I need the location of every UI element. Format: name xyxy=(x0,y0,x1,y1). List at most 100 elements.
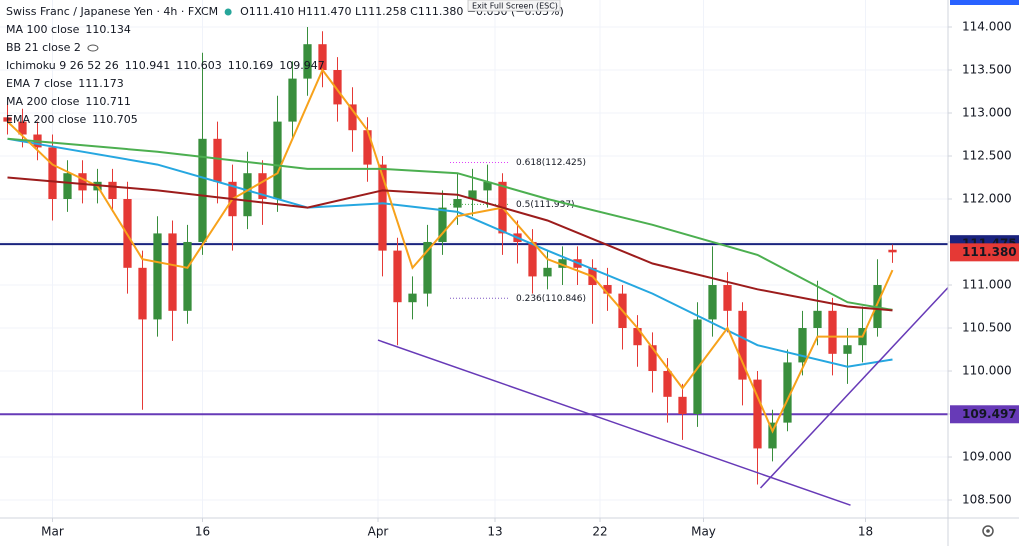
visibility-icon xyxy=(87,44,99,52)
y-tick-label: 112.500 xyxy=(962,149,1012,163)
symbol-title: Swiss Franc / Japanese Yen · 4h · FXCM xyxy=(6,5,218,18)
candle-body xyxy=(423,242,432,294)
trend-line xyxy=(377,339,851,506)
gear-center xyxy=(986,529,990,533)
indicator-value: 109.947 xyxy=(279,59,325,72)
price-axis-bg xyxy=(948,0,1019,546)
candle-body xyxy=(78,173,87,191)
candle-body xyxy=(183,242,192,311)
candle-body xyxy=(108,181,117,200)
candle-body xyxy=(333,70,342,105)
price-tag xyxy=(950,405,1019,424)
trend-line xyxy=(759,287,949,489)
candle-body xyxy=(438,207,447,243)
candle-body xyxy=(273,121,282,200)
indicator-line xyxy=(7,176,893,312)
x-tick-label: 16 xyxy=(195,525,210,539)
candle-body xyxy=(243,173,252,217)
price-tag-label: 111.380 xyxy=(962,245,1017,259)
indicator-name: MA 200 close xyxy=(6,95,80,108)
candle-body xyxy=(768,422,777,449)
time-axis-bg xyxy=(0,518,948,546)
candle-body xyxy=(393,250,402,303)
candle-body xyxy=(198,138,207,243)
candle-body xyxy=(633,328,642,346)
fib-label: 0.618(112.425) xyxy=(516,158,586,168)
y-tick-label: 108.500 xyxy=(962,493,1012,507)
x-tick-label: 18 xyxy=(858,525,873,539)
candle-body xyxy=(48,147,57,200)
indicator-line xyxy=(7,137,893,311)
indicator-value: 111.173 xyxy=(78,77,124,90)
indicator-value: 110.134 xyxy=(85,23,131,36)
plot: 0.618(112.425) 0.5(111.937) 0.236(110.846) xyxy=(0,27,949,506)
indicator-name: EMA 7 close xyxy=(6,77,73,90)
candle-body xyxy=(483,181,492,191)
candle-body xyxy=(708,285,717,320)
tooltip-text: Exit Full Screen (ESC) xyxy=(472,2,558,11)
candle-body xyxy=(888,249,897,253)
x-tick-label: 22 xyxy=(592,525,607,539)
settings-button[interactable] xyxy=(982,525,994,537)
tooltip-box xyxy=(467,0,561,12)
candle-body xyxy=(528,242,537,277)
candle-body xyxy=(138,267,147,320)
indicator-value: 110.711 xyxy=(85,95,131,108)
candle-body xyxy=(723,285,732,311)
y-tick-label: 109.000 xyxy=(962,450,1012,464)
candle-body xyxy=(3,117,12,122)
y-tick-label: 110.000 xyxy=(962,364,1012,378)
candle-body xyxy=(318,44,327,71)
candle-body xyxy=(168,233,177,311)
candle-body xyxy=(468,190,477,200)
candle-body xyxy=(813,310,822,329)
candle-body xyxy=(543,267,552,277)
indicator-line xyxy=(6,68,894,434)
x-tick-label: Mar xyxy=(41,525,64,539)
top-bar xyxy=(950,0,1019,5)
candle-body xyxy=(408,293,417,303)
candle-body xyxy=(828,310,837,354)
status-dot xyxy=(224,8,232,16)
y-tick-label: 113.500 xyxy=(962,63,1012,77)
indicator-name: BB 21 close 2 xyxy=(6,41,81,54)
indicator-value: 110.603 xyxy=(176,59,222,72)
y-tick-label: 110.500 xyxy=(962,321,1012,335)
candle-body xyxy=(783,362,792,423)
candle-body xyxy=(363,130,372,165)
legend: Swiss Franc / Japanese Yen · 4h · FXCM O1… xyxy=(6,5,564,126)
exit-tooltip[interactable]: Exit Full Screen (ESC) xyxy=(467,0,561,12)
candle-body xyxy=(378,164,387,251)
indicator-value: 110.941 xyxy=(125,59,171,72)
candle-body xyxy=(678,396,687,415)
y-tick-label: 113.000 xyxy=(962,106,1012,120)
candle-body xyxy=(213,138,222,182)
candle-body xyxy=(303,44,312,79)
x-tick-label: Apr xyxy=(368,525,389,539)
candle-body xyxy=(738,310,747,380)
indicator-name: EMA 200 close xyxy=(6,113,87,126)
candle-body xyxy=(18,121,27,135)
candle-body xyxy=(648,345,657,372)
candle-body xyxy=(288,78,297,122)
axes: 108.500109.000109.500110.000110.500111.0… xyxy=(41,20,1019,539)
price-tag-label: 109.497 xyxy=(962,407,1017,421)
x-tick-label: May xyxy=(691,525,716,539)
candle-body xyxy=(603,285,612,294)
candle-body xyxy=(843,345,852,354)
indicator-line xyxy=(7,137,893,368)
candle-body xyxy=(663,371,672,397)
indicator-name: MA 100 close xyxy=(6,23,80,36)
indicator-value: 110.169 xyxy=(228,59,274,72)
candle-body xyxy=(753,379,762,449)
fib-label: 0.236(110.846) xyxy=(516,294,586,304)
x-tick-label: 13 xyxy=(487,525,502,539)
y-tick-label: 112.000 xyxy=(962,192,1012,206)
candle-body xyxy=(798,328,807,363)
candle-body xyxy=(558,259,567,268)
fib-label: 0.5(111.937) xyxy=(516,200,575,210)
price-tag xyxy=(950,243,1019,262)
candle-body xyxy=(258,173,267,200)
